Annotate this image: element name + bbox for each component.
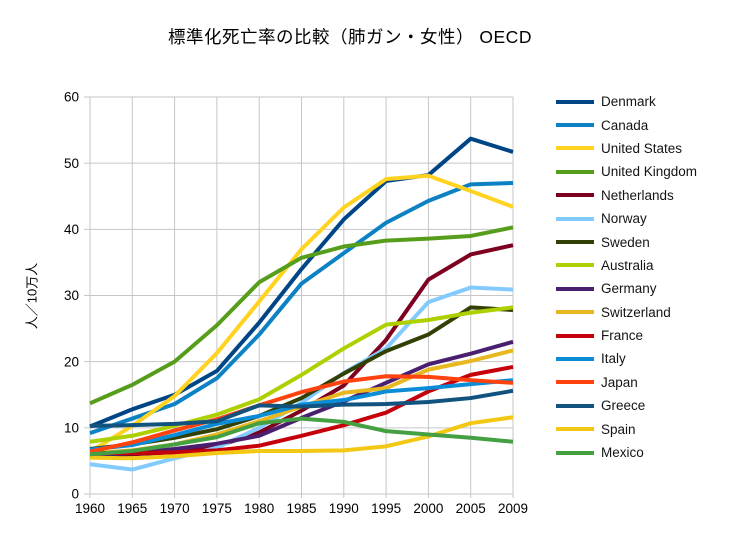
legend-item-italy: Italy [556, 347, 697, 370]
legend-label: Japan [601, 374, 638, 390]
legend-label: Norway [601, 211, 647, 227]
legend-item-norway: Norway [556, 207, 697, 230]
legend-item-united-states: United States [556, 137, 697, 160]
series-line-australia [89, 305, 514, 444]
legend-swatch [556, 123, 594, 128]
x-tick-label: 1990 [329, 501, 359, 516]
x-tick-label: 2009 [498, 501, 528, 516]
series-line-spain [89, 415, 514, 461]
legend-label: Denmark [601, 94, 656, 110]
legend-label: Mexico [601, 445, 644, 461]
legend-item-greece: Greece [556, 394, 697, 417]
series-line-united-states [88, 173, 514, 454]
legend-label: Greece [601, 398, 646, 414]
legend: Denmark Canada United States United Kingdom… [556, 90, 697, 464]
legend-item-netherlands: Netherlands [556, 184, 697, 207]
legend-label: United Kingdom [601, 164, 698, 180]
x-tick-label: 1965 [117, 501, 147, 516]
legend-swatch [556, 356, 594, 361]
chart-title: 標準化死亡率の比較（肺ガン・女性） OECD [168, 27, 532, 47]
legend-swatch [556, 169, 594, 174]
y-tick-label: 0 [71, 487, 79, 502]
x-tick-label: 1985 [286, 501, 316, 516]
x-tick-label: 2005 [456, 501, 486, 516]
legend-item-spain: Spain [556, 417, 697, 440]
y-tick-label: 10 [64, 421, 79, 436]
series-line-canada [89, 181, 514, 436]
legend-item-germany: Germany [556, 277, 697, 300]
legend-swatch [556, 427, 594, 432]
legend-swatch [556, 450, 594, 455]
y-tick-label: 30 [64, 288, 79, 303]
legend-item-denmark: Denmark [556, 90, 697, 113]
series-line-greece [89, 388, 514, 428]
legend-item-australia: Australia [556, 254, 697, 277]
legend-label: France [601, 328, 644, 344]
x-tick-label: 1970 [160, 501, 190, 516]
x-tick-label: 1980 [244, 501, 274, 516]
legend-label: Switzerland [601, 304, 671, 320]
legend-item-japan: Japan [556, 371, 697, 394]
y-tick-label: 50 [64, 156, 79, 171]
legend-swatch [556, 240, 594, 245]
x-tick-label: 1995 [371, 501, 401, 516]
legend-swatch [556, 216, 594, 221]
legend-swatch [556, 146, 594, 151]
legend-label: United States [601, 140, 683, 156]
legend-swatch [556, 380, 594, 385]
x-tick-label: 2000 [413, 501, 443, 516]
legend-label: Spain [601, 421, 636, 437]
legend-label: Australia [601, 257, 654, 273]
legend-swatch [556, 403, 594, 408]
legend-item-united-kingdom: United Kingdom [556, 160, 697, 183]
series-line-denmark [89, 136, 514, 429]
y-tick-label: 40 [64, 222, 79, 237]
y-tick-label: 60 [64, 90, 79, 105]
legend-label: Italy [601, 351, 626, 367]
series-line-united-kingdom [89, 225, 514, 406]
legend-swatch [556, 333, 594, 338]
legend-item-mexico: Mexico [556, 441, 697, 464]
legend-item-sweden: Sweden [556, 230, 697, 253]
legend-label: Netherlands [601, 187, 674, 203]
legend-swatch [556, 263, 594, 268]
legend-label: Canada [601, 117, 649, 133]
y-tick-label: 20 [64, 354, 79, 369]
legend-label: Germany [601, 281, 657, 297]
legend-swatch [556, 286, 594, 291]
series-line-mexico [89, 416, 514, 457]
legend-swatch [556, 310, 594, 315]
legend-item-switzerland: Switzerland [556, 301, 697, 324]
x-tick-label: 1975 [202, 501, 232, 516]
legend-item-france: France [556, 324, 697, 347]
x-tick-label: 1960 [75, 501, 105, 516]
legend-swatch [556, 99, 594, 104]
legend-label: Sweden [601, 234, 650, 250]
legend-item-canada: Canada [556, 113, 697, 136]
series-line-japan [89, 374, 514, 454]
legend-swatch [556, 193, 594, 198]
